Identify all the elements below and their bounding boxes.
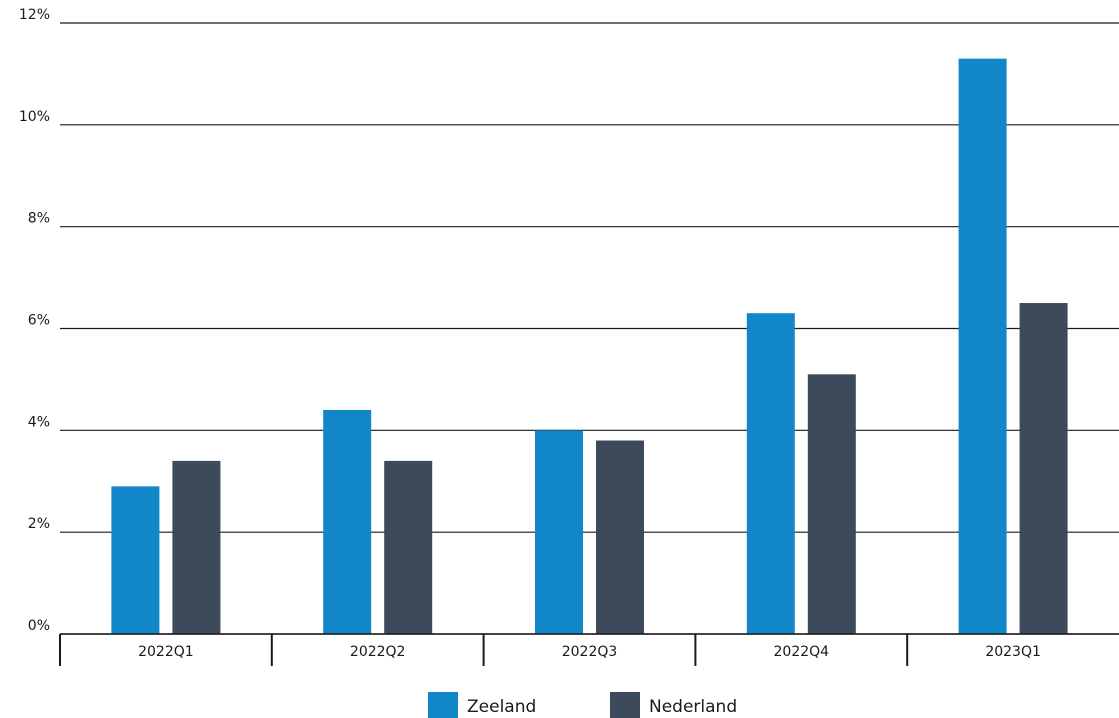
y-tick-label: 0% bbox=[28, 618, 50, 634]
bar-zeeland-2022q2 bbox=[323, 409, 372, 634]
y-tick-label: 10% bbox=[19, 109, 50, 125]
bar-nederland-2022q1 bbox=[172, 460, 221, 634]
gridlines bbox=[60, 22, 1119, 635]
legend-label-zeeland: Zeeland bbox=[467, 697, 536, 717]
bar-nederland-2023q1 bbox=[1019, 303, 1068, 634]
bar-zeeland-2023q1 bbox=[958, 58, 1007, 635]
legend: Zeeland Nederland bbox=[428, 692, 737, 718]
x-axis: 2022Q1 2022Q2 2022Q3 2022Q4 2023Q1 bbox=[59, 633, 1119, 666]
x-tick-label: 2022Q2 bbox=[350, 644, 406, 660]
x-tick-label: 2023Q1 bbox=[985, 644, 1041, 660]
y-axis-tick-labels: 0% 2% 4% 6% 8% 10% 12% bbox=[19, 7, 50, 634]
x-tick-label: 2022Q3 bbox=[562, 644, 618, 660]
y-tick-label: 8% bbox=[28, 211, 50, 227]
legend-swatch-zeeland bbox=[428, 692, 458, 718]
x-tick-label: 2022Q1 bbox=[138, 644, 194, 660]
legend-label-nederland: Nederland bbox=[649, 697, 737, 717]
bar-zeeland-2022q1 bbox=[111, 486, 160, 634]
legend-swatch-nederland bbox=[610, 692, 640, 718]
y-tick-label: 6% bbox=[28, 313, 50, 329]
bar-nederland-2022q2 bbox=[384, 460, 433, 634]
y-tick-label: 4% bbox=[28, 414, 50, 430]
bar-zeeland-2022q4 bbox=[746, 313, 795, 634]
bars bbox=[111, 58, 1068, 635]
y-tick-label: 12% bbox=[19, 7, 50, 23]
y-tick-label: 2% bbox=[28, 516, 50, 532]
bar-nederland-2022q4 bbox=[807, 374, 856, 634]
bar-nederland-2022q3 bbox=[596, 440, 644, 634]
bar-zeeland-2022q3 bbox=[535, 430, 583, 634]
x-tick-label: 2022Q4 bbox=[774, 644, 830, 660]
